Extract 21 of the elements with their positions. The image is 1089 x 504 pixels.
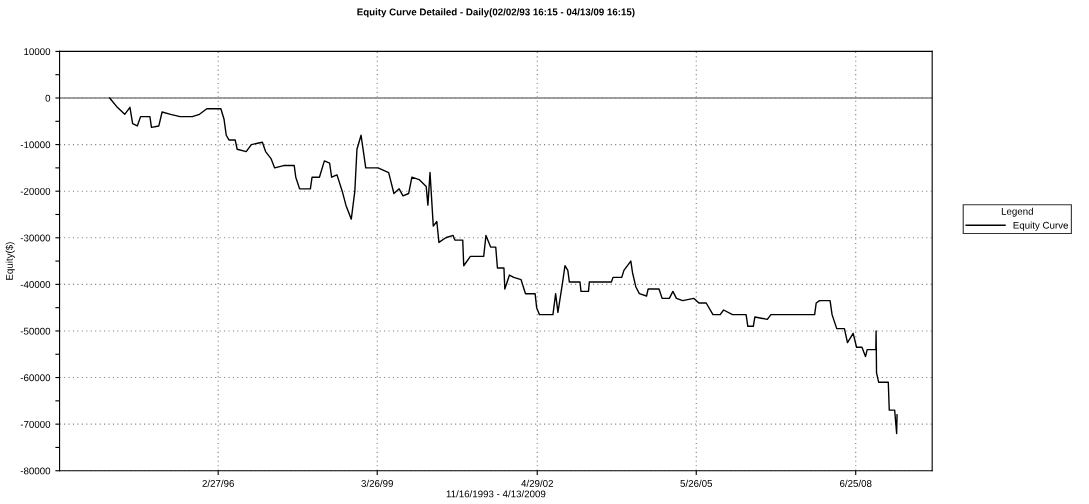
y-tick-label: -80000 [20,467,51,475]
line-series [109,97,898,435]
y-tick-label: -20000 [20,187,51,195]
y-tick-label: -40000 [20,281,51,288]
y-tick-label: -60000 [20,374,51,382]
legend-title: Legend [1001,207,1033,217]
x-tick-label: 6/25/08 [839,479,872,487]
x-tick-label: 2/27/96 [202,479,234,487]
y-tick-label: 10000 [24,48,51,56]
x-axis-title: 11/16/1993 - 4/13/2009 [446,490,546,498]
x-tick-label: 5/26/05 [680,479,713,487]
y-tick-label: 0 [45,94,51,102]
x-tick-label: 4/29/02 [521,479,553,487]
x-tick-label: 3/26/99 [361,479,393,487]
chart-title: Equity Curve Detailed - Daily(02/02/93 16:15 - 04/13/09 16:15) [357,8,635,18]
y-tick-label: -10000 [20,141,51,149]
legend-label: Equity Curve [1013,221,1069,231]
y-tick-label: -70000 [20,420,51,428]
y-tick-label: -50000 [20,327,51,335]
y-axis-title: Equity($) [5,242,15,280]
y-tick-label: -30000 [20,234,51,242]
